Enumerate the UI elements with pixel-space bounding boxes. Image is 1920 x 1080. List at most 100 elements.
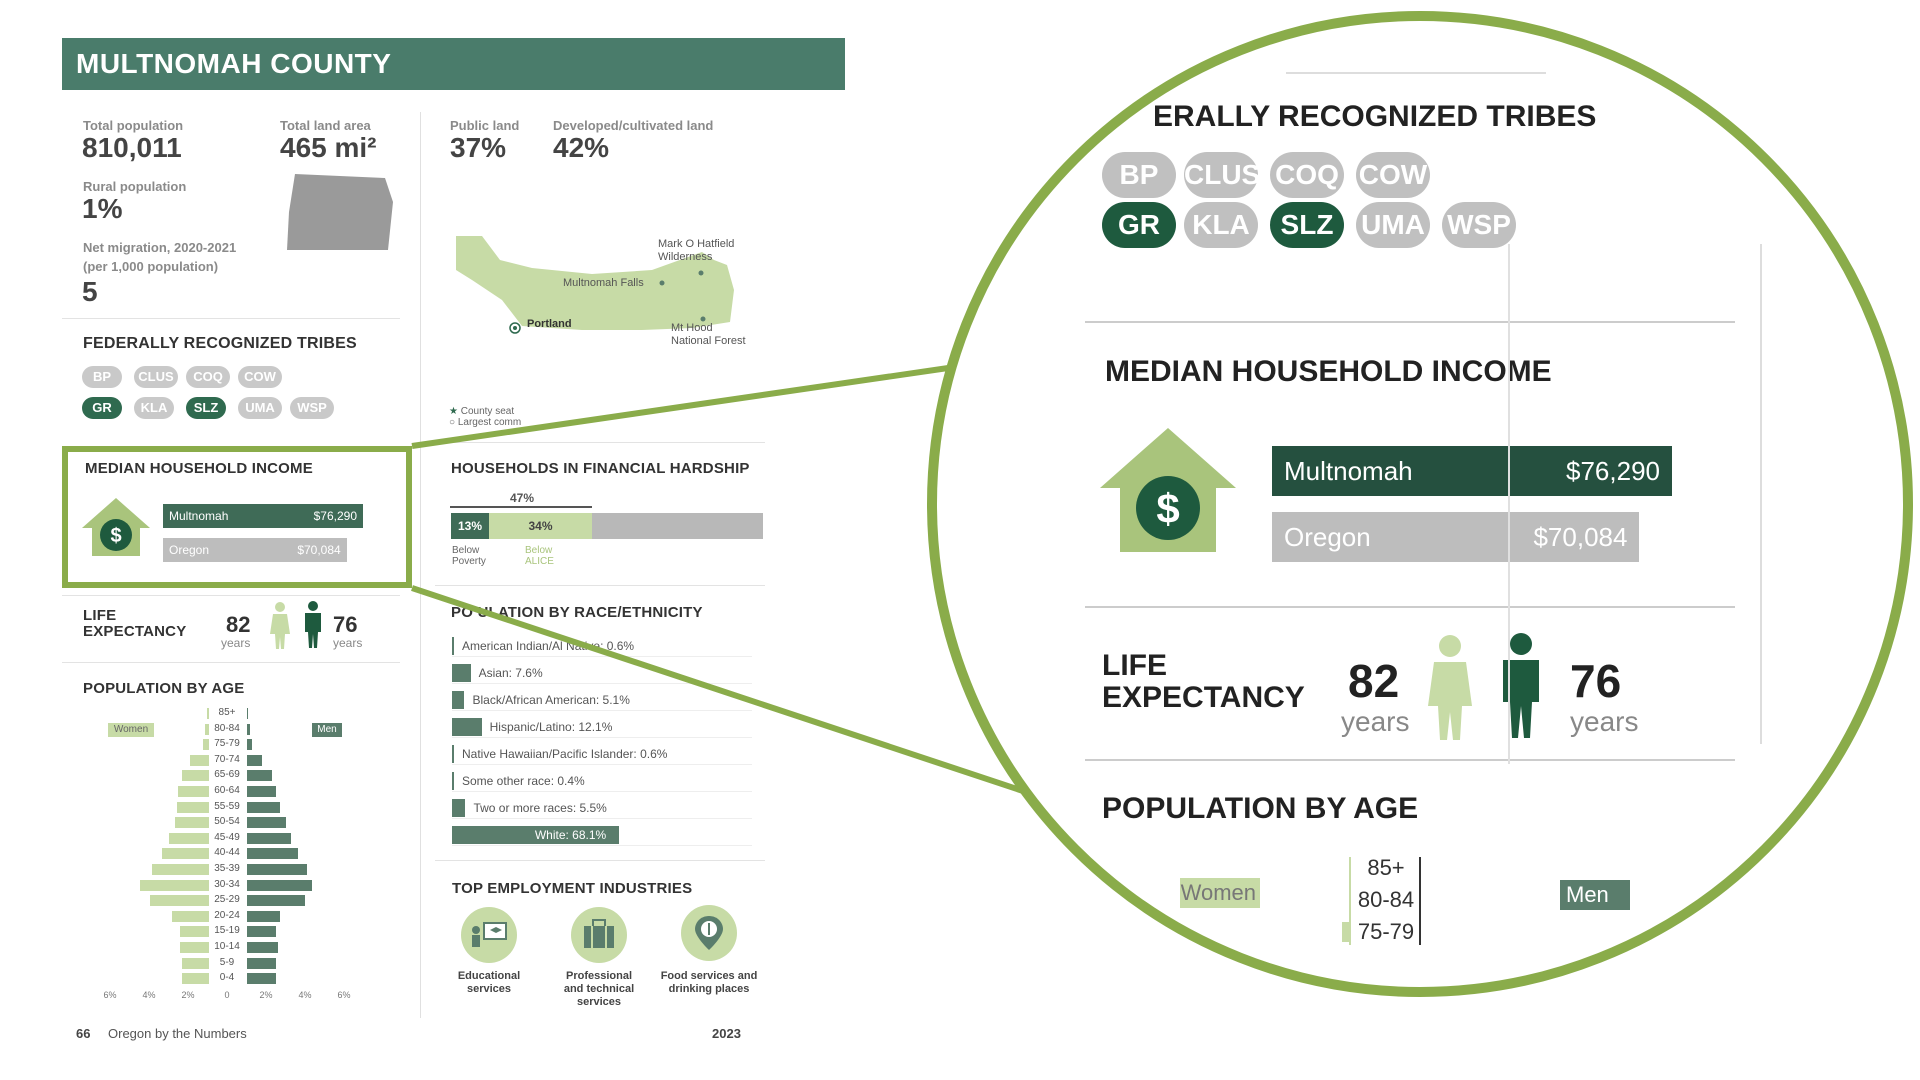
tribes-title: FEDERALLY RECOGNIZED TRIBES <box>83 335 357 352</box>
age-bar-women <box>181 973 209 985</box>
race-row: Native Hawaiian/Pacific Islander: 0.6% <box>452 744 752 765</box>
income-bar-oregon: Oregon $70,084 <box>163 538 347 562</box>
zoom-women-unit: years <box>1341 706 1410 737</box>
age-axis-tick: 6% <box>337 990 351 1000</box>
public-land-value: 37% <box>450 132 507 163</box>
map-label-multnomah-falls: Multnomah Falls <box>563 277 644 289</box>
hardship-title: HOUSEHOLDS IN FINANCIAL HARDSHIP <box>451 460 750 477</box>
age-bar-women <box>202 739 209 751</box>
race-row: Black/African American: 5.1% <box>452 690 752 711</box>
tribe-pill-wsp: WSP <box>290 397 334 419</box>
age-bar-women <box>169 832 209 844</box>
age-group-label: 25-29 <box>214 894 240 906</box>
public-land-label: Public land <box>450 118 520 133</box>
age-axis-tick: 0 <box>224 990 230 1000</box>
zoom-income-title: MEDIAN HOUSEHOLD INCOME <box>1105 355 1552 388</box>
hardship-bar-alice: 34% <box>489 513 592 539</box>
age-bar-men <box>247 770 272 782</box>
legend-county-seat: County seat <box>460 406 515 417</box>
life-title: LIFE EXPECTANCY <box>83 607 187 640</box>
education-icon <box>461 907 517 963</box>
age-bar-women <box>150 895 209 907</box>
age-bar-men <box>247 879 312 891</box>
tribe-pill-slz: SLZ <box>186 397 226 419</box>
age-bar-women <box>151 864 209 875</box>
zoom-income-name: Oregon <box>1284 522 1371 552</box>
zoom-tribe-pill-slz: SLZ <box>1270 202 1344 248</box>
age-bar-men <box>247 957 276 969</box>
race-label: Black/African American: 5.1% <box>472 693 630 707</box>
total-population-label: Total population <box>83 118 184 133</box>
zoom-income-bar-oregon: Oregon $70,084 <box>1272 512 1640 562</box>
income-bar-value: $76,290 <box>313 509 357 523</box>
oregon-state-icon <box>287 174 393 250</box>
net-migration-label: Net migration, 2020-2021 <box>83 240 237 255</box>
age-bar-women <box>180 942 209 953</box>
age-bar-men <box>247 926 276 938</box>
income-highlight-frame <box>62 446 412 588</box>
age-bar-men <box>247 864 307 875</box>
age-bar-men <box>247 723 250 735</box>
poverty-label: Below Poverty <box>452 545 486 567</box>
income-bar-value: $70,084 <box>297 543 341 557</box>
legend-largest-comm: Largest comm <box>457 417 522 428</box>
age-bar-women <box>171 910 209 922</box>
race-row: Some other race: 0.4% <box>452 771 752 792</box>
alice-label: Below ALICE <box>525 545 554 567</box>
zoom-income-bar-multnomah: Multnomah $76,290 <box>1272 446 1672 496</box>
age-bar-women <box>161 848 209 860</box>
zoom-tribe-pill-bp: BP <box>1102 152 1176 198</box>
age-bar-men <box>247 848 299 860</box>
age-bar-women <box>176 801 209 813</box>
employment-title: TOP EMPLOYMENT INDUSTRIES <box>452 880 693 897</box>
zoom-income-value: $76,290 <box>1566 456 1660 486</box>
net-migration-sub: (per 1,000 population) <box>83 259 219 274</box>
age-group-label: 20-24 <box>214 909 240 921</box>
publication-year: 2023 <box>712 1026 741 1041</box>
tribe-pill-clus: CLUS <box>134 366 178 388</box>
age-bar-women <box>180 926 209 938</box>
race-bar <box>452 799 466 817</box>
tribe-pill-gr: GR <box>82 397 122 419</box>
zoom-tribe-pill-clus: CLUS <box>1184 152 1260 198</box>
zoom-age-title: POPULATION BY AGE <box>1102 792 1419 825</box>
tribe-pill-bp: BP <box>82 366 122 388</box>
total-land-value: 465 mi² <box>280 132 377 163</box>
age-bar-men <box>247 895 305 907</box>
age-axis-tick: 6% <box>103 990 117 1000</box>
circle-icon: ○ <box>449 417 456 428</box>
total-population-value: 810,011 <box>82 132 182 163</box>
age-bar-women <box>175 817 209 829</box>
star-icon: ★ <box>449 406 458 417</box>
hardship-bracket <box>450 506 592 508</box>
race-row: Two or more races: 5.5% <box>452 798 752 819</box>
age-bar-men <box>247 739 252 751</box>
zoom-tribe-pill-wsp: WSP <box>1442 202 1516 248</box>
map-label-wilderness: Wilderness <box>658 251 713 263</box>
tribe-pill-coq: COQ <box>186 366 230 388</box>
age-bar-women <box>181 957 209 969</box>
income-bar-multnomah: Multnomah $76,290 <box>163 504 363 528</box>
race-bar <box>452 745 454 763</box>
race-row: White: 68.1% <box>452 825 752 846</box>
zoom-tribe-pill-gr: GR <box>1102 202 1176 248</box>
race-bar <box>452 637 454 655</box>
age-bar-men <box>247 832 291 844</box>
county-map <box>456 236 734 334</box>
tribe-pill-cow: COW <box>238 366 282 388</box>
race-bar <box>452 826 619 844</box>
zoom-women-value: 82 <box>1348 655 1400 707</box>
age-bar-women <box>206 708 209 719</box>
zoom-life-title: LIFE EXPECTANCY <box>1102 649 1305 714</box>
zoom-tribe-pill-kla: KLA <box>1184 202 1258 248</box>
age-group-label: 35-39 <box>214 863 240 874</box>
age-bar-men <box>247 910 280 922</box>
developed-land-label: Developed/cultivated land <box>553 118 714 133</box>
age-group-label: 80-84 <box>214 722 240 734</box>
zoom-tribe-pill-cow: COW <box>1356 152 1430 198</box>
zoom-house-dollar-icon: $ <box>1100 428 1236 552</box>
life-women-unit: years <box>221 636 251 650</box>
tribe-pill-kla: KLA <box>134 397 174 419</box>
